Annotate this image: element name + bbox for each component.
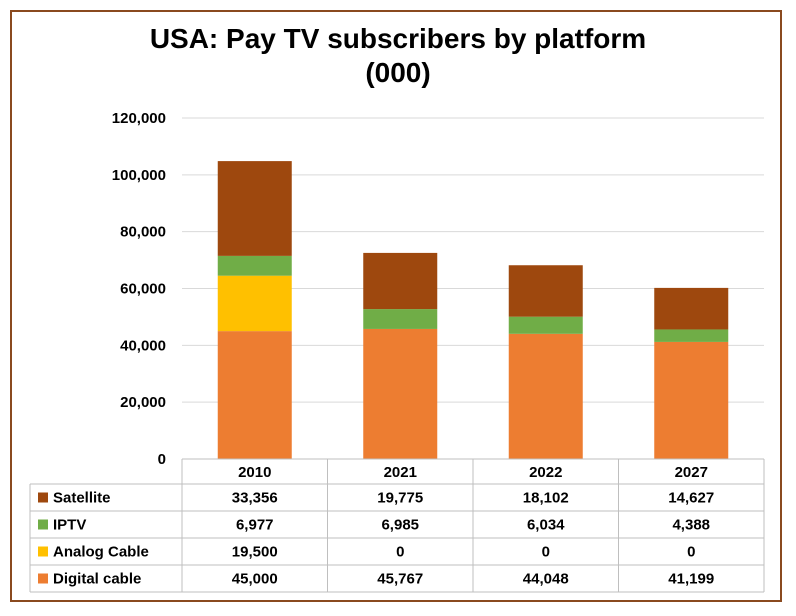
data-label: 18,102 [523, 490, 569, 507]
bar-segment [508, 333, 583, 459]
legend-label: IPTV [53, 517, 86, 534]
data-label: 14,627 [668, 490, 714, 507]
x-tick-label: 2022 [529, 464, 562, 481]
bar-segment [508, 316, 583, 334]
bar-segment [363, 252, 438, 310]
bar-segment [654, 329, 729, 342]
chart-title: USA: Pay TV subscribers by platform (000… [0, 22, 796, 90]
legend-label: Analog Cable [53, 544, 149, 561]
data-label: 0 [687, 544, 695, 561]
bar-segment [363, 309, 438, 329]
legend-key [38, 492, 48, 503]
y-tick-label: 0 [158, 451, 166, 468]
data-label: 33,356 [232, 490, 278, 507]
y-tick-label: 80,000 [120, 224, 166, 241]
bar-segment [217, 161, 292, 256]
data-label: 19,775 [377, 490, 423, 507]
data-label: 6,034 [527, 517, 565, 534]
data-label: 6,977 [236, 517, 274, 534]
y-tick-label: 40,000 [120, 337, 166, 354]
legend-label: Digital cable [53, 571, 141, 588]
chart-title-line1: USA: Pay TV subscribers by platform [149, 23, 647, 54]
bar-segment [217, 331, 292, 459]
data-label: 44,048 [523, 571, 569, 588]
y-tick-label: 20,000 [120, 394, 166, 411]
data-label: 6,985 [381, 517, 419, 534]
legend-label: Satellite [53, 490, 111, 507]
data-label: 45,000 [232, 571, 278, 588]
data-label: 45,767 [377, 571, 423, 588]
legend-key [38, 519, 48, 530]
x-tick-label: 2021 [384, 464, 417, 481]
data-label: 0 [542, 544, 550, 561]
data-label: 41,199 [668, 571, 714, 588]
data-label: 19,500 [232, 544, 278, 561]
bar-segment [217, 255, 292, 276]
bar-segment [654, 287, 729, 330]
x-tick-label: 2010 [238, 464, 271, 481]
x-tick-label: 2027 [675, 464, 708, 481]
y-tick-label: 120,000 [112, 110, 166, 127]
bar-segment [654, 341, 729, 459]
legend-key [38, 546, 48, 557]
bar-segment [363, 328, 438, 459]
bar-segment [217, 275, 292, 332]
data-label: 4,388 [672, 517, 710, 534]
y-tick-label: 60,000 [120, 281, 166, 298]
bar-segment [508, 265, 583, 317]
data-label: 0 [396, 544, 404, 561]
y-tick-label: 100,000 [112, 167, 166, 184]
legend-key [38, 573, 48, 584]
chart-title-line2: (000) [365, 57, 431, 88]
